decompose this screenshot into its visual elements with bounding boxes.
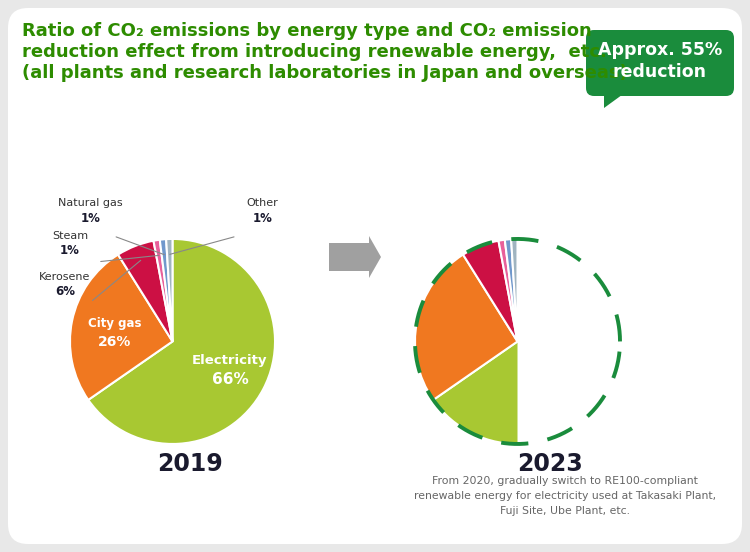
Text: Approx. 55%
reduction: Approx. 55% reduction	[598, 41, 722, 81]
Wedge shape	[463, 241, 518, 342]
Wedge shape	[518, 231, 628, 452]
Text: 2023: 2023	[518, 452, 583, 476]
Wedge shape	[70, 254, 172, 400]
Text: City gas: City gas	[88, 317, 141, 330]
Text: Electricity: Electricity	[192, 353, 268, 367]
Text: 6%: 6%	[55, 285, 75, 299]
Text: Other: Other	[247, 198, 278, 208]
FancyBboxPatch shape	[586, 30, 734, 96]
Wedge shape	[433, 239, 620, 444]
Polygon shape	[329, 236, 381, 278]
Wedge shape	[512, 239, 518, 342]
Polygon shape	[604, 92, 626, 108]
FancyBboxPatch shape	[8, 8, 742, 544]
Text: 1%: 1%	[60, 245, 80, 257]
Text: 66%: 66%	[211, 372, 248, 387]
Text: Kerosene: Kerosene	[39, 272, 91, 282]
Text: Steam: Steam	[52, 231, 88, 241]
Text: 26%: 26%	[98, 335, 131, 349]
Wedge shape	[154, 240, 173, 342]
Text: reduction effect from introducing renewable energy,  etc.: reduction effect from introducing renewa…	[22, 43, 607, 61]
Wedge shape	[166, 239, 172, 342]
Text: 2019: 2019	[158, 452, 223, 476]
Wedge shape	[499, 240, 517, 342]
Text: Ratio of CO₂ emissions by energy type and CO₂ emission: Ratio of CO₂ emissions by energy type an…	[22, 22, 592, 40]
Text: From 2020, gradually switch to RE100-compliant
renewable energy for electricity : From 2020, gradually switch to RE100-com…	[414, 476, 716, 516]
Wedge shape	[415, 254, 518, 400]
Text: 1%: 1%	[253, 211, 273, 225]
Text: (all plants and research laboratories in Japan and overseas): (all plants and research laboratories in…	[22, 64, 628, 82]
Text: Natural gas: Natural gas	[58, 198, 123, 208]
Wedge shape	[118, 241, 172, 342]
Text: 1%: 1%	[80, 211, 100, 225]
Wedge shape	[505, 239, 518, 342]
Wedge shape	[88, 239, 275, 444]
Wedge shape	[160, 239, 172, 342]
